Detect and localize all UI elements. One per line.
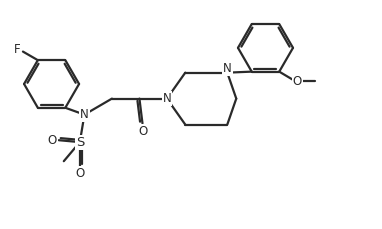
Text: F: F — [14, 43, 21, 56]
Text: N: N — [223, 62, 231, 75]
Text: O: O — [139, 125, 148, 138]
Text: O: O — [293, 75, 302, 88]
Text: N: N — [80, 108, 89, 121]
Text: S: S — [76, 136, 84, 149]
Text: O: O — [75, 167, 84, 180]
Text: N: N — [163, 92, 171, 105]
Text: O: O — [47, 134, 57, 147]
